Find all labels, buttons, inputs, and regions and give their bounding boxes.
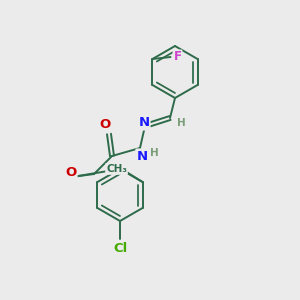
Text: O: O bbox=[99, 118, 111, 131]
Text: O: O bbox=[65, 167, 76, 179]
Text: CH₃: CH₃ bbox=[106, 164, 127, 174]
Text: N: N bbox=[138, 116, 150, 130]
Text: F: F bbox=[173, 50, 181, 64]
Text: H: H bbox=[150, 148, 158, 158]
Text: N: N bbox=[136, 149, 148, 163]
Text: H: H bbox=[177, 118, 185, 128]
Text: Cl: Cl bbox=[113, 242, 127, 254]
